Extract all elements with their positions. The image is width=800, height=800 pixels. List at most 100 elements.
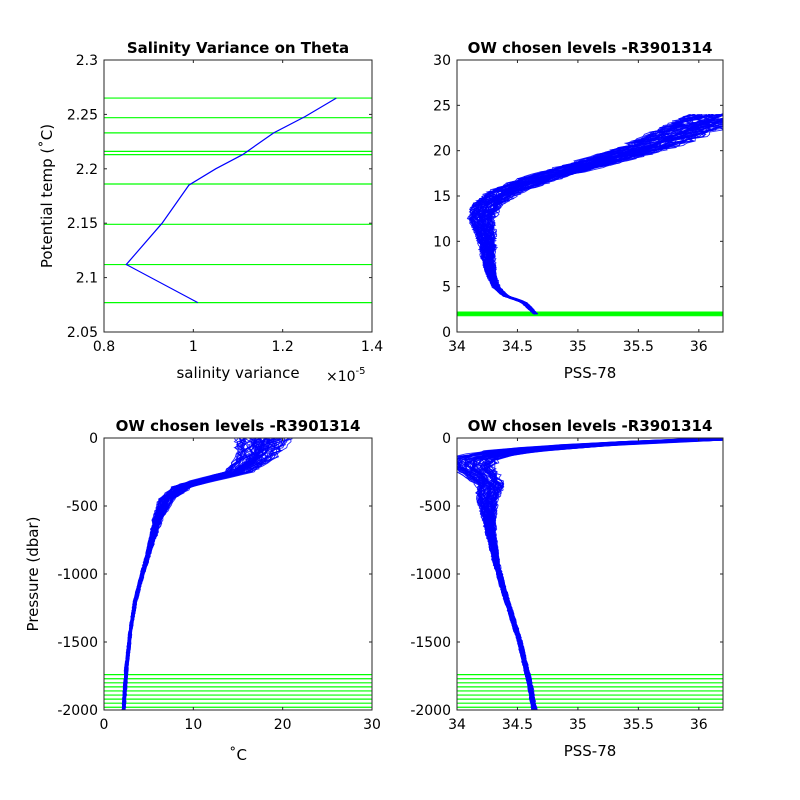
x-tick-label: 0.8	[93, 339, 115, 355]
x-tick-label: 30	[363, 717, 381, 733]
y-ticks: 2.05 2.1 2.15 2.2 2.25 2.3	[67, 53, 372, 341]
plot-content	[104, 438, 372, 710]
y-tick-label: 2.2	[76, 162, 98, 178]
profile-line	[484, 120, 723, 314]
chart-title: OW chosen levels -R3901314	[468, 39, 713, 57]
profile-core-line	[122, 438, 266, 710]
profile-line	[480, 114, 723, 315]
y-tick-label: -500	[66, 499, 98, 515]
x-tick-label: 35.5	[623, 339, 654, 355]
profile-line	[478, 438, 723, 710]
profile-line	[485, 119, 723, 315]
x-axis-label: PSS-78	[564, 742, 617, 760]
y-tick-label: 25	[433, 98, 451, 114]
profile-line	[479, 117, 723, 315]
profile-line	[469, 113, 695, 315]
x-tick-label: 34	[448, 717, 466, 733]
profile-line	[488, 120, 723, 315]
x-tick-label: 36	[690, 717, 708, 733]
profile-line	[479, 118, 723, 315]
x-tick-label: 10	[184, 717, 202, 733]
profile-line	[485, 125, 723, 315]
profile-line	[483, 438, 723, 710]
plot-area	[457, 438, 723, 710]
y-tick-label: -2000	[57, 703, 98, 719]
y-tick-label: 2.1	[76, 271, 98, 287]
profile-line	[476, 113, 718, 315]
axes-box	[103, 59, 373, 333]
profile-line	[472, 438, 723, 710]
profile-line	[482, 117, 723, 315]
x-ticks: 0.8 1 1.2 1.4	[93, 60, 383, 355]
y-tick-label: 0	[442, 431, 451, 447]
profile-line	[479, 438, 723, 710]
profile-line	[469, 438, 719, 710]
y-axis-label: Potential temp (˚C)	[38, 124, 56, 268]
profile-line	[467, 438, 722, 710]
panel-salinity-theta: 34 34.5 35 35.5 36 0 5 10 15 20 25 30 OW chosen le…	[433, 39, 724, 382]
profile-line	[479, 114, 723, 315]
profile-line	[476, 114, 723, 315]
x-tick-label: 35	[569, 339, 587, 355]
profile-line	[481, 117, 723, 315]
profile-line	[476, 438, 723, 710]
profile-line	[486, 121, 723, 315]
panel-temperature-pressure: 0 10 20 30 -2000 -1500 -1000 -500 0 OW chosen l…	[24, 417, 381, 764]
y-tick-label: 2.25	[67, 107, 98, 123]
variance-series-line	[125, 97, 337, 304]
profile-line	[481, 439, 723, 710]
plot-content	[457, 113, 723, 317]
profile-core-line	[471, 438, 723, 710]
profile-line	[487, 122, 723, 315]
x-tick-label: 36	[690, 339, 708, 355]
x-exponent: ×10-5	[326, 366, 366, 385]
profile-line	[469, 438, 718, 710]
profile-line	[487, 125, 723, 315]
profile-line	[465, 438, 717, 710]
x-tick-label: 20	[274, 717, 292, 733]
profile-line	[469, 114, 696, 315]
profile-line	[480, 439, 723, 710]
profile-line	[477, 438, 723, 710]
x-tick-label: 0	[100, 717, 109, 733]
y-tick-label: 10	[433, 234, 451, 250]
profile-line	[472, 438, 723, 710]
y-tick-label: 15	[433, 189, 451, 205]
y-ticks: 0 5 10 15 20 25 30	[433, 53, 723, 341]
y-tick-label: 2.05	[67, 325, 98, 341]
profile-line	[488, 126, 723, 315]
profile-line	[471, 113, 695, 315]
profile-line	[482, 118, 723, 315]
profile-line	[481, 439, 723, 710]
profile-line	[457, 438, 695, 710]
profile-line	[470, 438, 720, 710]
profile-core-line	[479, 113, 723, 315]
y-axis-label: Pressure (dbar)	[24, 517, 42, 632]
x-tick-label: 34	[448, 339, 466, 355]
y-tick-label: -1000	[57, 567, 98, 583]
chart-title: OW chosen levels -R3901314	[468, 417, 713, 435]
profile-line	[457, 438, 691, 710]
profile-line	[491, 126, 723, 315]
profile-line	[480, 438, 723, 710]
profile-line	[483, 118, 723, 315]
profile-line	[469, 438, 708, 710]
x-ticks: 0 10 20 30	[100, 438, 381, 733]
profile-line	[483, 122, 723, 315]
plot-area	[104, 438, 372, 710]
y-tick-label: -2000	[410, 703, 451, 719]
profile-line	[477, 113, 721, 315]
profile-line	[485, 119, 723, 315]
panel-salinity-pressure: 34 34.5 35 35.5 36 -2000 -1500 -1000 -500 0 OW c…	[410, 417, 724, 760]
x-tick-label: 1.4	[361, 339, 383, 355]
y-tick-label: 5	[442, 280, 451, 296]
profile-line	[473, 438, 723, 710]
x-tick-label: 1.2	[272, 339, 294, 355]
profile-line	[457, 438, 692, 710]
y-tick-label: 0	[442, 325, 451, 341]
profile-line	[483, 117, 723, 315]
profile-line	[477, 114, 718, 315]
x-axis-label: ˚C	[229, 746, 247, 764]
y-ticks: -2000 -1500 -1000 -500 0	[410, 431, 723, 719]
profile-line	[481, 118, 723, 315]
